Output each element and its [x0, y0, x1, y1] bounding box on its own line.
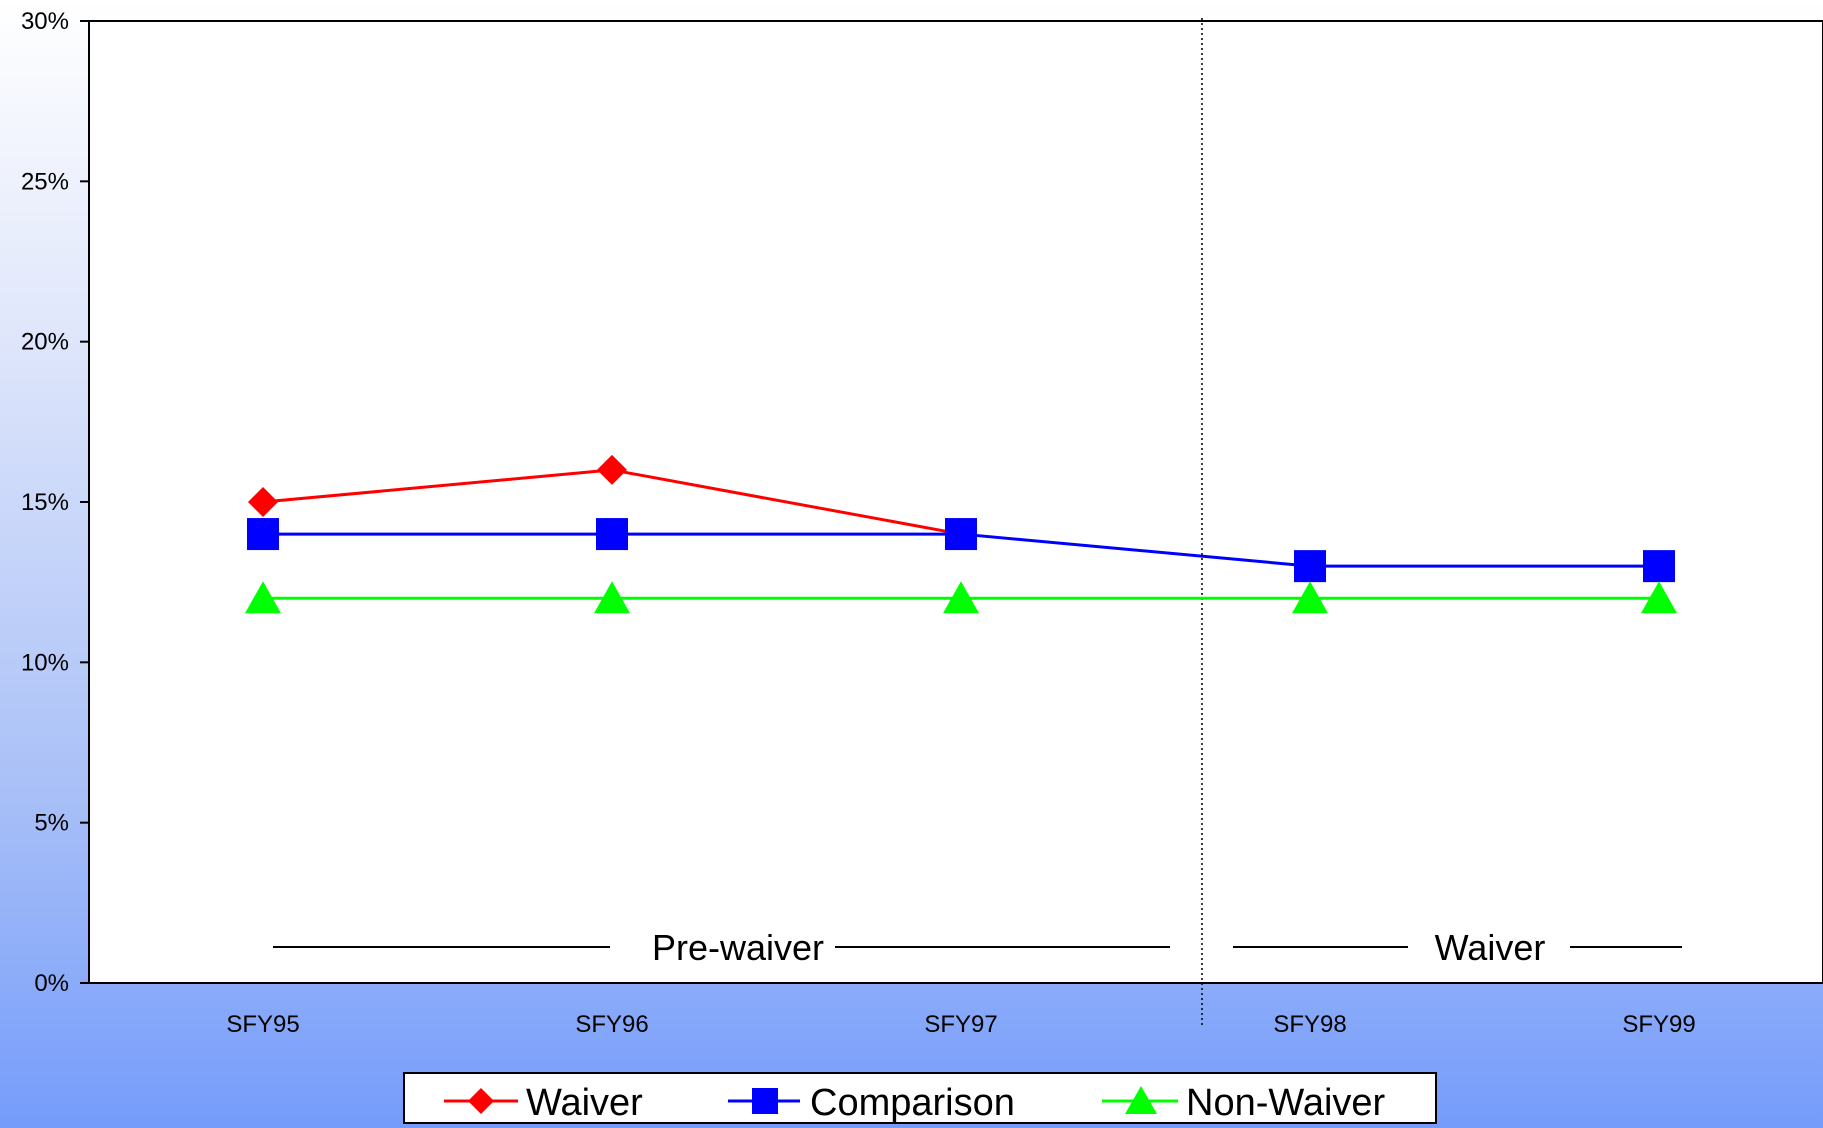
data-point-triangle [245, 581, 281, 614]
x-tick-label: SFY96 [575, 1011, 648, 1038]
legend-label-non-waiver: Non-Waiver [1186, 1082, 1386, 1124]
legend-diamond-marker [468, 1088, 494, 1114]
pre-waiver-annotation: Pre-waiver [273, 927, 1170, 968]
data-point-square [1294, 550, 1326, 583]
series-non-waiver [245, 581, 1677, 614]
waiver-annotation: Waiver [1233, 927, 1682, 968]
legend-item-comparison: Comparison [728, 1082, 1015, 1124]
y-tick-label: 25% [21, 168, 69, 195]
x-tick-label: SFY97 [924, 1011, 997, 1038]
legend-label-comparison: Comparison [810, 1082, 1015, 1124]
data-point-square [945, 518, 977, 551]
data-point-square [1643, 550, 1675, 583]
data-point-diamond [597, 454, 627, 485]
data-point-square [596, 518, 628, 551]
data-point-triangle [1292, 581, 1328, 614]
y-tick-label: 5% [34, 810, 69, 837]
plot-area [88, 20, 1823, 984]
legend-square-marker [752, 1088, 778, 1114]
y-tick-label: 30% [21, 8, 69, 35]
data-point-square [247, 518, 279, 551]
y-tick-label: 20% [21, 329, 69, 356]
series-comparison [247, 518, 1675, 583]
legend-item-waiver: Waiver [444, 1082, 643, 1124]
data-point-diamond [248, 487, 278, 517]
waiver-period-label: Waiver [1435, 927, 1546, 968]
legend-box [403, 1072, 1437, 1124]
x-tick-label: SFY98 [1273, 1011, 1346, 1038]
pre-waiver-label: Pre-waiver [652, 927, 824, 968]
y-axis: 0% 5% 10% 15% 20% 25% 30% [21, 8, 89, 997]
y-tick-label: 0% [34, 970, 69, 997]
legend-label-waiver: Waiver [526, 1082, 643, 1124]
x-axis: SFY95 SFY96 SFY97 SFY98 SFY99 [226, 1011, 1695, 1038]
legend-triangle-marker [1125, 1086, 1157, 1114]
series-layer [245, 454, 1677, 614]
data-point-triangle [943, 581, 979, 614]
legend: Waiver Comparison Non-Waiver [403, 1072, 1437, 1124]
y-tick-label: 15% [21, 489, 69, 516]
x-tick-label: SFY95 [226, 1011, 299, 1038]
legend-item-non-waiver: Non-Waiver [1102, 1082, 1386, 1124]
y-tick-label: 10% [21, 649, 69, 676]
data-point-triangle [594, 581, 630, 614]
data-point-triangle [1641, 581, 1677, 614]
x-tick-label: SFY99 [1622, 1011, 1695, 1038]
